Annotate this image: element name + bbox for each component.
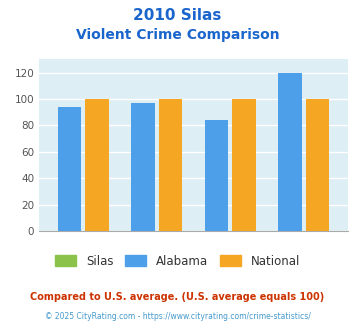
Bar <box>85 99 109 231</box>
Bar <box>131 103 155 231</box>
Bar <box>232 99 256 231</box>
Bar <box>278 73 302 231</box>
Text: Violent Crime Comparison: Violent Crime Comparison <box>76 28 279 42</box>
Bar <box>58 107 81 231</box>
Bar <box>159 99 182 231</box>
Text: Compared to U.S. average. (U.S. average equals 100): Compared to U.S. average. (U.S. average … <box>31 292 324 302</box>
Bar <box>306 99 329 231</box>
Text: © 2025 CityRating.com - https://www.cityrating.com/crime-statistics/: © 2025 CityRating.com - https://www.city… <box>45 312 310 321</box>
Bar <box>205 120 228 231</box>
Text: 2010 Silas: 2010 Silas <box>133 8 222 23</box>
Legend: Silas, Alabama, National: Silas, Alabama, National <box>50 250 305 272</box>
